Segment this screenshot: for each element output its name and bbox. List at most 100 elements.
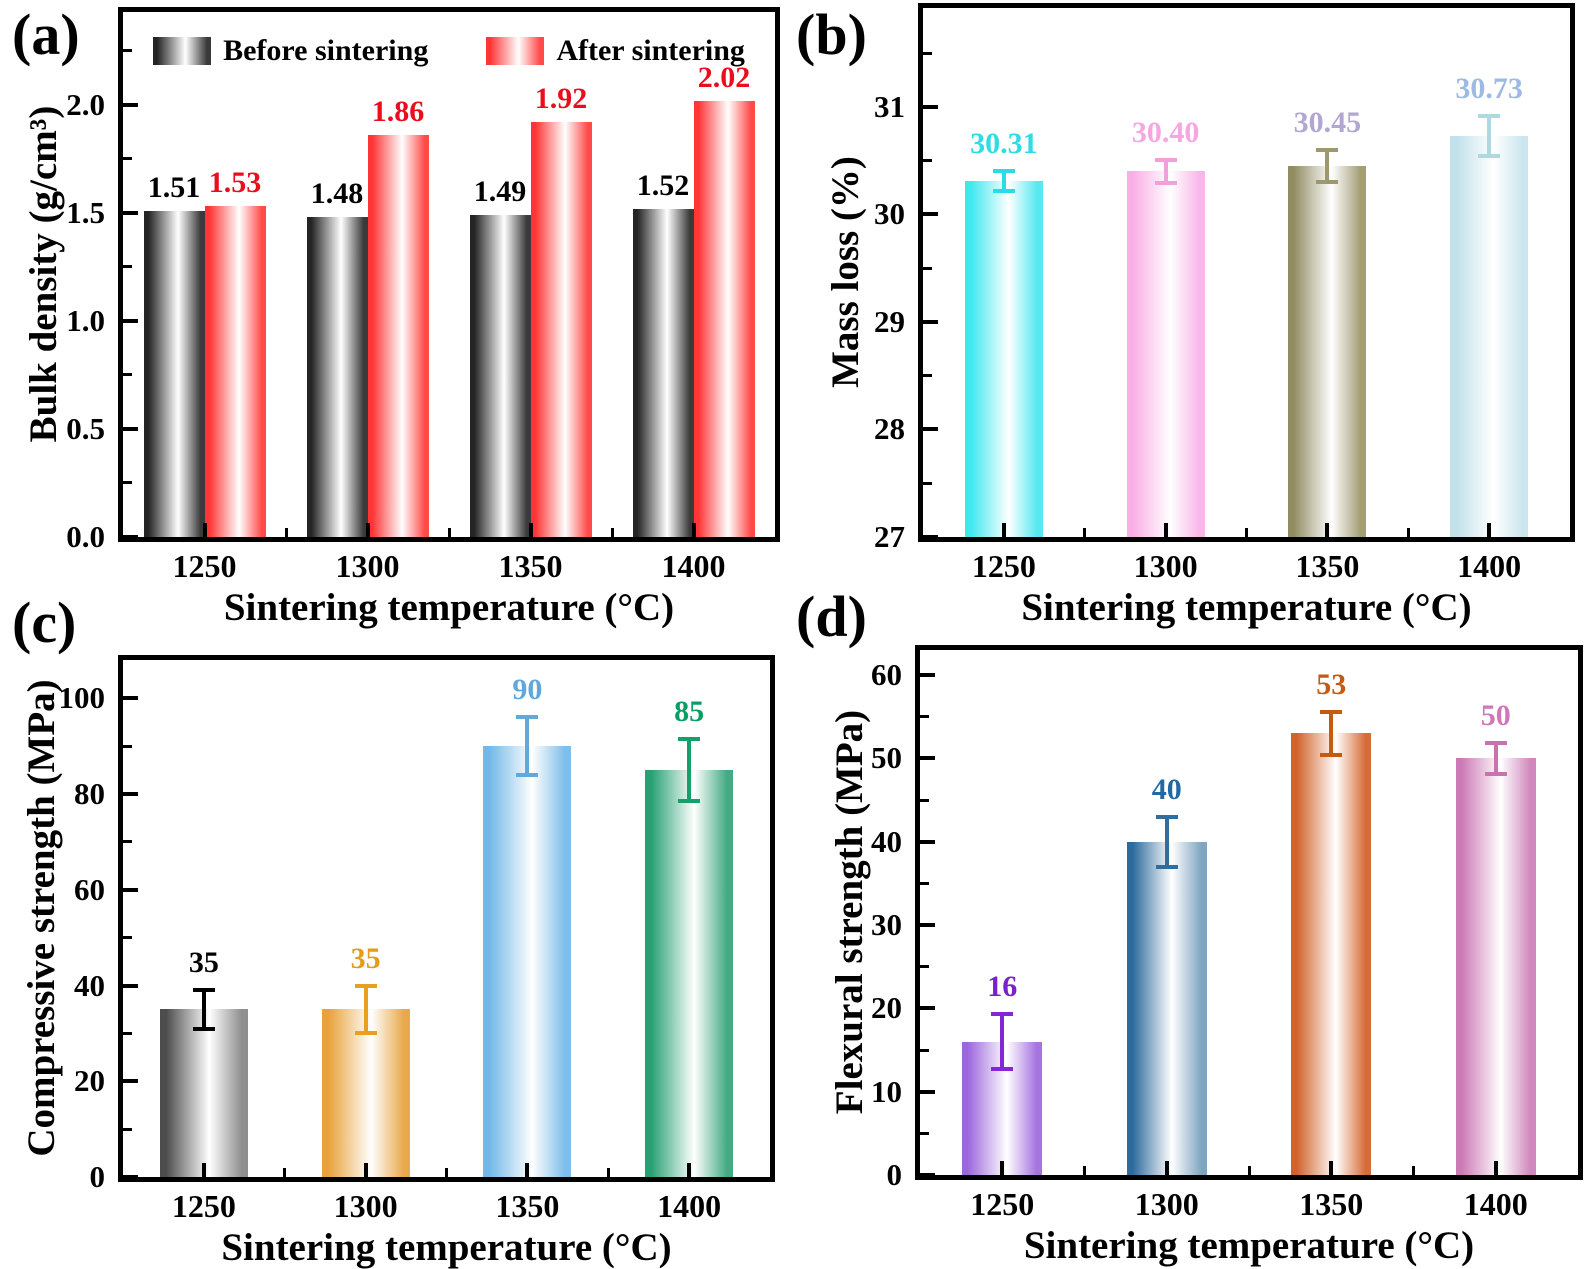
- legend-swatch: [153, 37, 212, 65]
- y-minor-tick: [920, 881, 929, 885]
- legend: Before sintering After sintering: [123, 34, 775, 68]
- y-minor-tick: [923, 51, 932, 55]
- x-major-tick: [1329, 1161, 1334, 1175]
- legend-spacer: [428, 51, 486, 52]
- x-major-tick: [1000, 1161, 1005, 1175]
- y-minor-tick: [123, 481, 132, 485]
- error-bar-cap: [678, 736, 701, 741]
- bar: [632, 208, 694, 537]
- y-major-tick: [923, 319, 938, 324]
- panel-d-plot-frame: [915, 645, 1583, 1180]
- x-tick-label: 1350: [1299, 1186, 1364, 1222]
- y-tick-label: 2.0: [66, 86, 105, 122]
- x-minor-tick: [445, 1168, 448, 1177]
- bar: [469, 215, 531, 537]
- x-tick-label: 1250: [172, 548, 237, 584]
- value-label: 50: [1480, 698, 1511, 732]
- y-tick-label: 30: [871, 907, 902, 942]
- x-minor-tick: [447, 528, 451, 537]
- x-tick-label: 1350: [498, 548, 563, 584]
- x-tick-label: 1250: [171, 1188, 236, 1224]
- value-label: 90: [512, 673, 543, 707]
- x-tick-label: 1400: [657, 1188, 722, 1224]
- y-major-tick: [920, 923, 935, 927]
- error-bar-cap: [678, 799, 701, 804]
- x-minor-tick: [610, 528, 614, 537]
- value-label: 30.31: [970, 127, 1038, 161]
- y-tick-label: 80: [74, 776, 105, 812]
- y-major-tick: [923, 212, 938, 217]
- x-minor-tick: [1083, 1166, 1086, 1175]
- y-minor-tick: [923, 481, 932, 485]
- panel-b-plot-frame: [918, 3, 1575, 542]
- value-label: 1.92: [534, 82, 588, 116]
- x-minor-tick: [1083, 528, 1087, 537]
- value-label: 35: [350, 941, 381, 975]
- value-label: 30.73: [1455, 71, 1523, 105]
- error-bar: [687, 738, 692, 802]
- value-label: 1.86: [371, 95, 425, 129]
- y-major-tick: [123, 210, 138, 215]
- bar: [964, 181, 1043, 537]
- panel-c-plot-frame: [118, 655, 775, 1182]
- error-bar-cap: [1316, 180, 1339, 185]
- y-major-tick: [123, 792, 138, 797]
- y-major-tick: [920, 839, 935, 844]
- x-minor-tick: [1247, 1166, 1251, 1175]
- error-bar-cap: [1154, 181, 1177, 186]
- panel-a-label: (a): [12, 2, 80, 67]
- x-tick-label: 1300: [333, 1188, 398, 1224]
- x-tick-label: 1300: [1134, 1186, 1199, 1222]
- y-tick-label: 10: [871, 1073, 902, 1109]
- value-label: 2.02: [697, 60, 751, 94]
- error-bar-cap: [1155, 814, 1178, 819]
- error-bar-cap: [1154, 157, 1177, 162]
- x-major-tick: [1164, 1161, 1169, 1175]
- y-tick-label: 20: [871, 990, 902, 1026]
- y-major-tick: [123, 1175, 138, 1179]
- bar: [1455, 758, 1536, 1175]
- error-bar: [1325, 149, 1330, 183]
- error-bar-cap: [516, 772, 539, 777]
- error-bar: [525, 717, 530, 775]
- y-major-tick: [123, 1079, 138, 1084]
- error-bar-cap: [1316, 147, 1339, 152]
- y-minor-tick: [123, 936, 132, 940]
- error-bar-cap: [992, 169, 1015, 174]
- y-minor-tick: [923, 266, 932, 270]
- x-major-tick: [363, 1163, 368, 1177]
- error-bar-cap: [192, 988, 215, 993]
- y-tick-label: 50: [871, 740, 902, 776]
- x-minor-tick: [1412, 1166, 1415, 1175]
- y-minor-tick: [920, 1048, 929, 1052]
- x-tick-label: 1300: [1133, 548, 1198, 584]
- panel-d-x-axis-title: Sintering temperature (°C): [1023, 1224, 1475, 1267]
- error-bar: [363, 985, 368, 1034]
- x-tick-label: 1350: [495, 1188, 560, 1224]
- y-tick-label: 1.5: [66, 194, 105, 230]
- x-major-tick: [525, 1163, 530, 1177]
- bar: [321, 1009, 410, 1177]
- value-label: 53: [1316, 667, 1347, 701]
- error-bar-cap: [1484, 772, 1507, 777]
- y-tick-label: 0: [886, 1157, 903, 1192]
- y-tick-label: 31: [874, 88, 905, 124]
- y-minor-tick: [123, 265, 132, 269]
- x-major-tick: [1163, 523, 1168, 537]
- y-major-tick: [123, 102, 138, 107]
- bar: [645, 770, 734, 1177]
- x-minor-tick: [283, 1168, 287, 1177]
- y-tick-label: 0: [89, 1159, 106, 1194]
- value-label: 1.52: [636, 168, 690, 202]
- x-minor-tick: [1245, 528, 1248, 537]
- error-bar: [1329, 711, 1334, 755]
- error-bar-cap: [992, 188, 1015, 193]
- y-major-tick: [920, 756, 935, 761]
- y-minor-tick: [123, 49, 132, 53]
- value-label: 1.51: [147, 170, 201, 204]
- y-minor-tick: [123, 744, 132, 748]
- error-bar: [1000, 1014, 1005, 1070]
- value-label: 30.40: [1131, 115, 1200, 149]
- y-minor-tick: [123, 840, 132, 844]
